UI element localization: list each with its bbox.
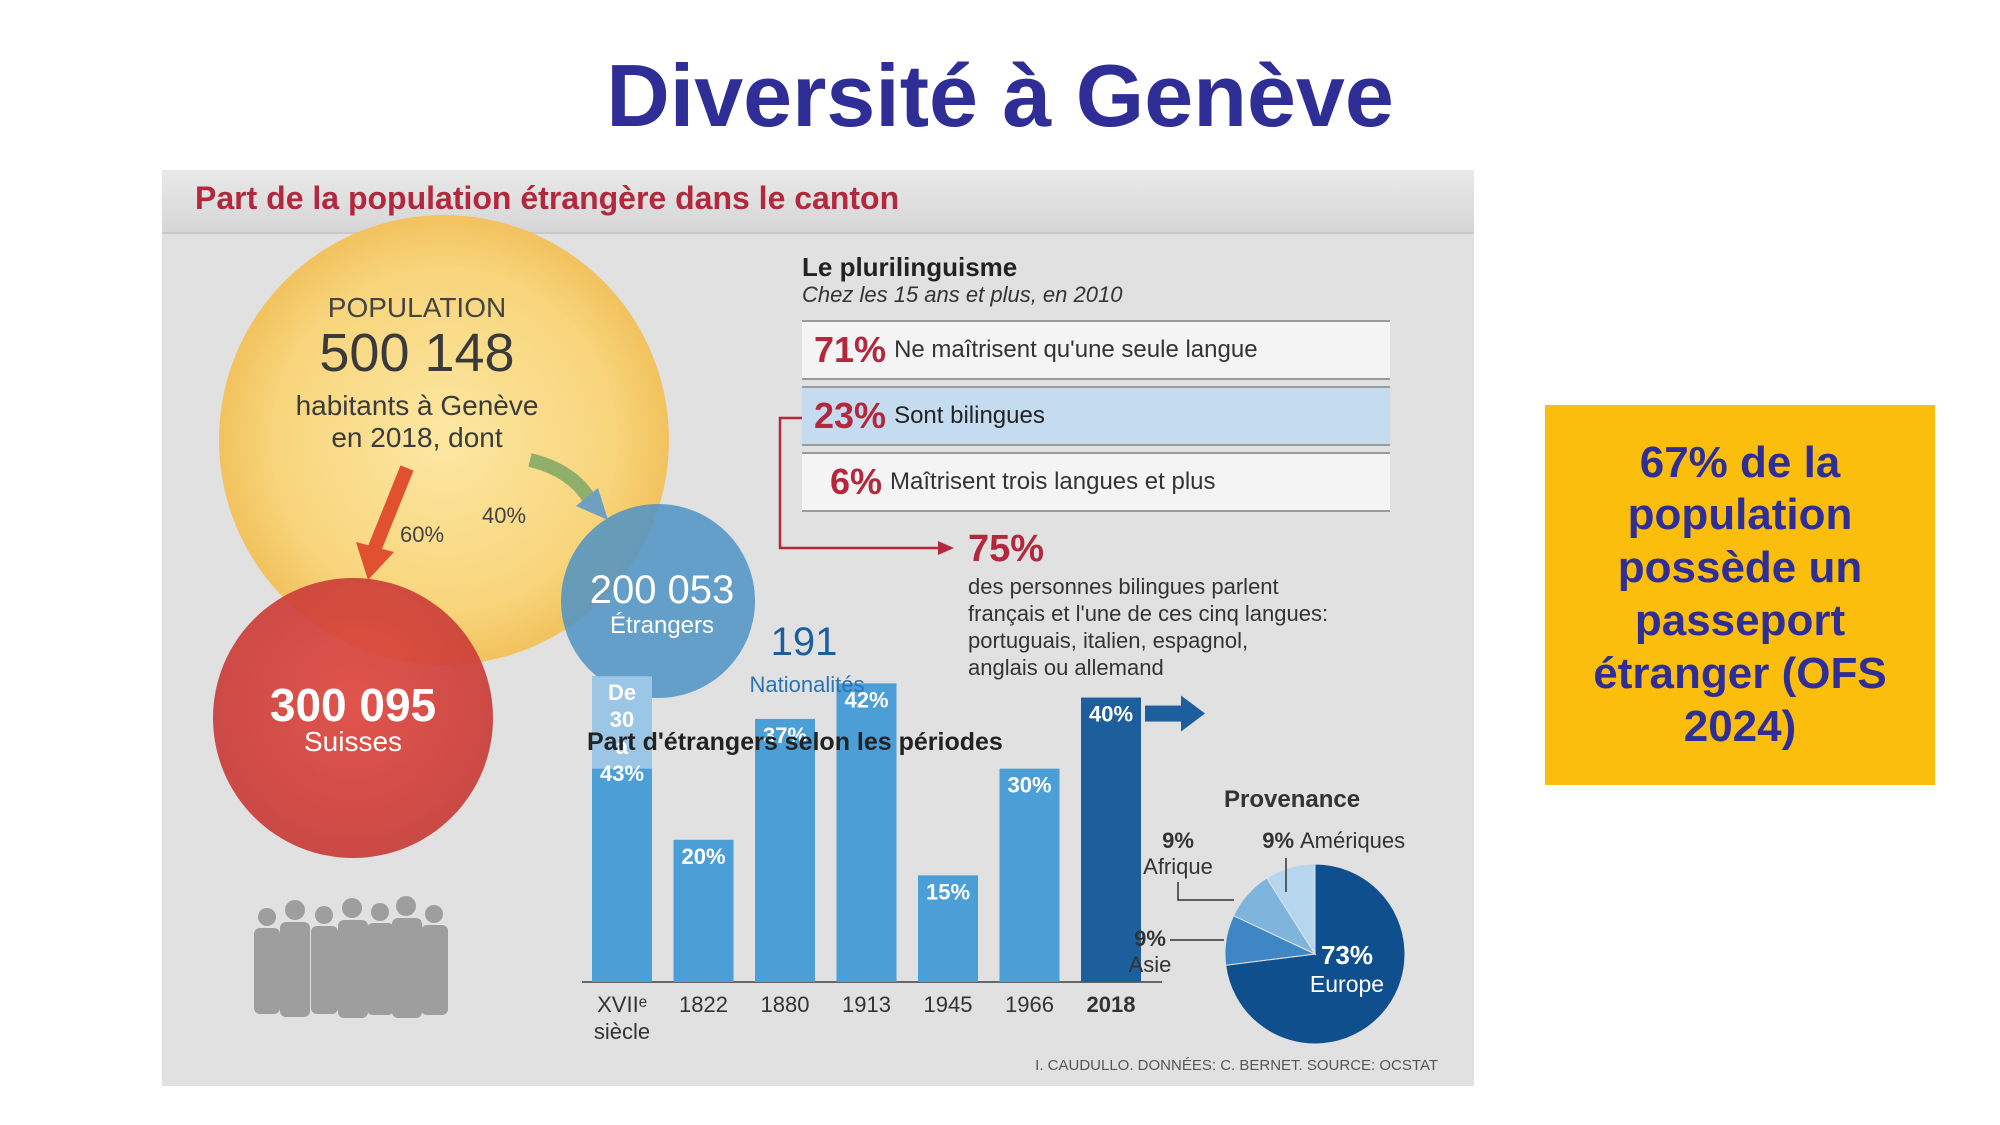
language-row-pct: 71% xyxy=(814,329,887,370)
foreign-label: Étrangers xyxy=(609,612,715,639)
bar xyxy=(999,768,1060,982)
infographic-header: Part de la population étrangère dans le … xyxy=(162,170,1474,234)
foreign-value: 200 053 xyxy=(589,568,735,612)
plurilinguisme-subtitle: Chez les 15 ans et plus, en 2010 xyxy=(802,282,1123,307)
bar xyxy=(673,839,734,982)
pie-label: Europe xyxy=(1310,971,1384,997)
bilingual-pct: 75% xyxy=(968,528,1045,570)
population-label: POPULATION xyxy=(327,292,507,323)
pct-swiss: 60% xyxy=(400,522,445,547)
language-row-pct: 23% xyxy=(814,395,887,436)
bar xyxy=(755,718,815,982)
language-row-text: Sont bilingues xyxy=(894,402,1045,429)
pie-label: Amériques xyxy=(1300,828,1405,853)
arrow-swiss xyxy=(367,465,414,553)
bar xyxy=(918,875,978,982)
pie-label: Asie xyxy=(1129,952,1172,977)
source-credit: I. CAUDULLO. DONNÉES: C. BERNET. SOURCE:… xyxy=(1035,1057,1438,1074)
infographic-title: Part de la population étrangère dans le … xyxy=(195,180,900,216)
bar-value-label: 40% xyxy=(1089,702,1133,727)
language-row: 71% Ne maîtrisent qu'une seule langue xyxy=(802,320,1390,380)
pie-label: Afrique xyxy=(1143,854,1213,879)
arrow-foreign xyxy=(528,453,597,504)
arrow-foreign-head xyxy=(576,488,608,520)
population-desc-line1: habitants à Genève xyxy=(295,390,539,421)
bilingual-connector xyxy=(778,416,938,550)
bar-value-label: 20% xyxy=(681,844,725,869)
bilingual-line: français et l'une de ces cinq langues: xyxy=(968,601,1329,626)
population-desc-line2: en 2018, dont xyxy=(331,422,503,453)
pie-label: 73% xyxy=(1321,940,1373,970)
callout-box: 67% de la population possède un passepor… xyxy=(1545,405,1935,785)
bar-category-label: 1822 xyxy=(679,992,728,1017)
swiss-value: 300 095 xyxy=(269,679,437,731)
population-circle xyxy=(219,215,669,665)
provenance-arrow xyxy=(1145,705,1181,722)
infographic: Part de la population étrangère dans le … xyxy=(162,170,1474,1086)
nationalities-value: 191 xyxy=(770,620,838,664)
bilingual-description: des personnes bilingues parlent français… xyxy=(968,573,1328,681)
bar-chart-title: Part d'étrangers selon les périodes xyxy=(587,728,1003,756)
foreign-circle xyxy=(561,504,755,698)
pct-foreign: 40% xyxy=(482,503,527,528)
bar-value-label: à xyxy=(616,734,629,759)
bar-value-label: 43% xyxy=(600,761,644,786)
bar-value-label: 30 xyxy=(610,707,634,732)
bilingual-connector-head xyxy=(938,541,954,555)
provenance-arrow-head xyxy=(1181,695,1205,732)
bar-category-label: 1913 xyxy=(842,992,891,1017)
bilingual-line: portuguais, italien, espagnol, xyxy=(968,628,1249,653)
population-total: 500 148 xyxy=(319,323,515,383)
nationalities-label: Nationalités xyxy=(749,672,865,697)
pie-slice xyxy=(1266,863,1316,956)
bar-category-label: XVIIᵉ xyxy=(597,992,647,1017)
swiss-label: Suisses xyxy=(303,726,403,757)
pie-label: 9% xyxy=(1262,828,1294,853)
language-row-text: Ne maîtrisent qu'une seule langue xyxy=(894,336,1258,363)
bar-category-label: 2018 xyxy=(1087,992,1136,1017)
callout-text: 67% de la population possède un passepor… xyxy=(1593,437,1887,751)
bar-category-label: 1880 xyxy=(761,992,810,1017)
bar-category-label: siècle xyxy=(594,1019,650,1044)
bar xyxy=(1081,697,1141,982)
bar-value-label: 15% xyxy=(926,879,970,904)
silhouette-icon xyxy=(254,896,448,1018)
bar-value-label: 30% xyxy=(1007,773,1051,798)
bar xyxy=(836,683,897,982)
language-row-pct: 6% xyxy=(830,461,883,502)
language-row: 6% Maîtrisent trois langues et plus xyxy=(802,452,1390,512)
bar-value-label: 37% xyxy=(763,723,807,748)
bar-category-label: 1966 xyxy=(1005,992,1054,1017)
swiss-circle xyxy=(213,578,493,858)
plurilinguisme-title: Le plurilinguisme xyxy=(802,252,1018,282)
pie-label: 9% xyxy=(1162,828,1194,853)
bar-category-label: 1945 xyxy=(924,992,973,1017)
pie-chart-title: Provenance xyxy=(1224,786,1361,813)
pie-label: 9% xyxy=(1134,926,1166,951)
bilingual-line: des personnes bilingues parlent xyxy=(968,574,1279,599)
pie-leader xyxy=(1177,882,1234,901)
bar-value-label: 42% xyxy=(844,687,888,712)
slide-title: Diversité à Genève xyxy=(606,46,1394,145)
language-row-text: Maîtrisent trois langues et plus xyxy=(890,468,1216,495)
arrow-swiss-head xyxy=(356,542,394,580)
bilingual-line: anglais ou allemand xyxy=(968,655,1164,680)
language-row: 23% Sont bilingues xyxy=(802,386,1390,446)
bar-value-label: De xyxy=(608,680,636,705)
bar-range-segment xyxy=(592,676,652,769)
graphics-layer: De30à43%XVIIᵉsiècle20%182237%188042%1913… xyxy=(213,215,1406,1045)
